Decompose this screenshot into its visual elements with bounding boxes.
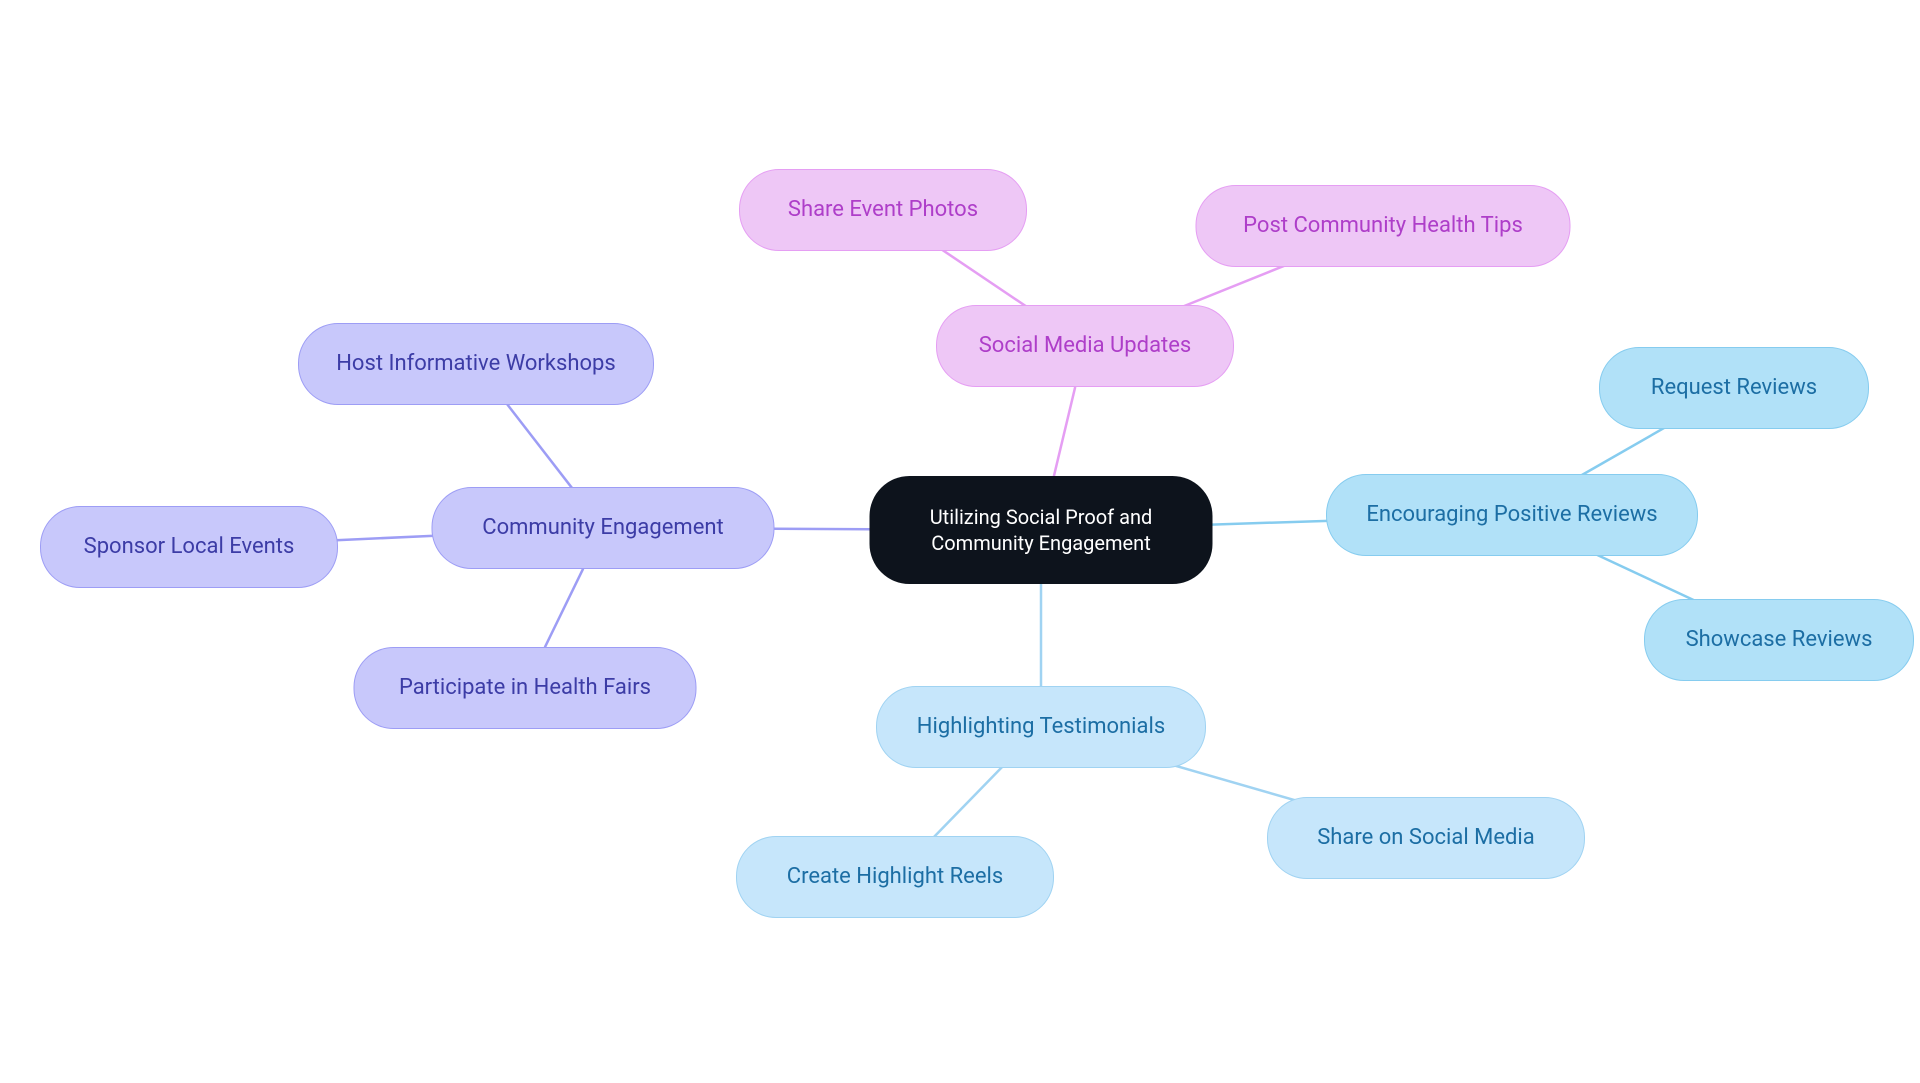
node-label: Sponsor Local Events [84,533,295,562]
node-label: Showcase Reviews [1686,626,1873,655]
node-community[interactable]: Community Engagement [432,487,775,569]
node-label: Post Community Health Tips [1243,212,1523,241]
node-label: Highlighting Testimonials [917,713,1165,742]
node-workshops[interactable]: Host Informative Workshops [298,323,654,405]
node-social[interactable]: Social Media Updates [936,305,1234,387]
edge [336,536,435,541]
edge [934,767,1003,837]
node-requestreviews[interactable]: Request Reviews [1599,347,1869,429]
edge [939,248,1029,308]
node-highlightreels[interactable]: Create Highlight Reels [736,836,1054,918]
node-reviews[interactable]: Encouraging Positive Reviews [1326,474,1698,556]
node-label: Share on Social Media [1317,824,1535,853]
edge [1212,521,1328,525]
node-testimonials[interactable]: Highlighting Testimonials [876,686,1206,768]
node-healthfairs[interactable]: Participate in Health Fairs [354,647,697,729]
edge [545,569,583,648]
node-showcasereviews[interactable]: Showcase Reviews [1644,599,1914,681]
node-label: Participate in Health Fairs [399,674,651,703]
node-sponsor[interactable]: Sponsor Local Events [40,506,338,588]
node-label: Community Engagement [482,514,723,543]
node-label: Host Informative Workshops [336,350,616,379]
node-root[interactable]: Utilizing Social Proof and Community Eng… [870,476,1213,584]
edge [1054,387,1075,476]
node-label: Social Media Updates [979,332,1192,361]
node-label: Create Highlight Reels [787,863,1003,892]
edge [507,404,572,487]
node-label: Encouraging Positive Reviews [1366,501,1657,530]
node-sharesocial[interactable]: Share on Social Media [1267,797,1585,879]
edge [1579,424,1671,477]
mindmap-canvas: Utilizing Social Proof and Community Eng… [0,0,1920,1083]
node-sharephotos[interactable]: Share Event Photos [739,169,1027,251]
node-healthtips[interactable]: Post Community Health Tips [1196,185,1571,267]
node-label: Share Event Photos [788,196,978,225]
node-label: Request Reviews [1651,374,1817,403]
node-label: Utilizing Social Proof and Community Eng… [890,504,1193,556]
edge [1591,552,1705,606]
